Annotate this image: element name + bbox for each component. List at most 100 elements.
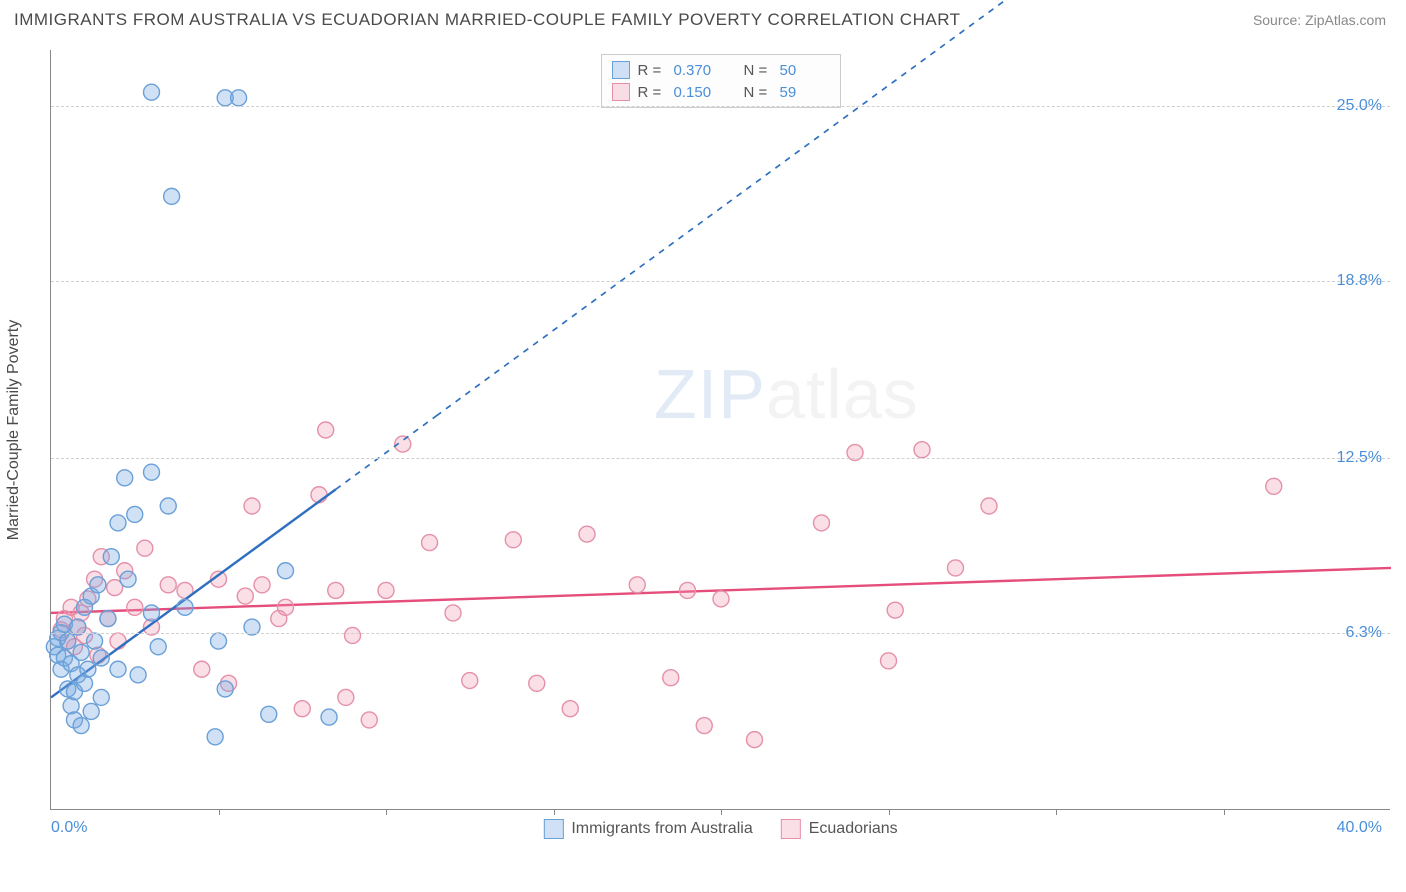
legend-r-value: 0.150: [674, 84, 724, 101]
data-point-b: [127, 599, 143, 615]
legend-r-value: 0.370: [674, 62, 724, 79]
legend-swatch: [781, 819, 801, 839]
data-point-a: [93, 650, 109, 666]
trend-line-dash2-a: [436, 0, 1391, 416]
data-point-b: [887, 602, 903, 618]
data-point-b: [345, 627, 361, 643]
data-point-b: [378, 582, 394, 598]
data-point-a: [110, 515, 126, 531]
data-point-b: [422, 535, 438, 551]
data-point-b: [278, 599, 294, 615]
y-tick-label: 25.0%: [1337, 97, 1382, 115]
data-point-b: [529, 675, 545, 691]
data-point-a: [150, 639, 166, 655]
legend-n-label: N =: [744, 84, 772, 101]
data-point-a: [77, 675, 93, 691]
data-point-b: [244, 498, 260, 514]
data-point-b: [361, 712, 377, 728]
legend-r-label: R =: [638, 84, 666, 101]
legend-n-label: N =: [744, 62, 772, 79]
legend-corr-row: R = 0.370 N = 50: [612, 59, 830, 81]
y-axis-label: Married-Couple Family Poverty: [5, 320, 23, 541]
gridline: [51, 633, 1390, 634]
x-tick: [889, 809, 890, 815]
x-tick: [219, 809, 220, 815]
data-point-a: [321, 709, 337, 725]
data-point-a: [73, 644, 89, 660]
data-point-a: [144, 464, 160, 480]
data-point-b: [1266, 478, 1282, 494]
data-point-a: [217, 681, 233, 697]
data-point-b: [629, 577, 645, 593]
legend-swatch: [543, 819, 563, 839]
data-point-b: [881, 653, 897, 669]
data-point-b: [981, 498, 997, 514]
trend-line-dash-a: [336, 416, 437, 489]
x-tick: [554, 809, 555, 815]
x-tick: [721, 809, 722, 815]
data-point-a: [177, 599, 193, 615]
data-point-b: [110, 633, 126, 649]
data-point-a: [127, 506, 143, 522]
legend-corr-row: R =0.150N =59: [612, 81, 830, 103]
data-point-b: [814, 515, 830, 531]
data-point-a: [144, 84, 160, 100]
gridline: [51, 106, 1390, 107]
chart-svg: [51, 50, 1390, 809]
x-tick: [386, 809, 387, 815]
legend-r-label: R =: [638, 62, 666, 79]
data-point-b: [948, 560, 964, 576]
data-point-a: [160, 498, 176, 514]
data-point-b: [445, 605, 461, 621]
data-point-a: [93, 689, 109, 705]
data-point-b: [747, 732, 763, 748]
x-tick: [1056, 809, 1057, 815]
y-tick-label: 18.8%: [1337, 272, 1382, 290]
data-point-b: [328, 582, 344, 598]
data-point-a: [207, 729, 223, 745]
data-point-b: [237, 588, 253, 604]
legend-label: Immigrants from Australia: [571, 820, 752, 838]
data-point-a: [278, 563, 294, 579]
legend-item: Immigrants from Australia: [543, 819, 752, 839]
data-point-b: [696, 718, 712, 734]
data-point-b: [137, 540, 153, 556]
x-axis-max-label: 40.0%: [1337, 819, 1382, 837]
legend-label: Ecuadorians: [809, 820, 898, 838]
x-tick: [1224, 809, 1225, 815]
data-point-b: [318, 422, 334, 438]
legend-series: Immigrants from Australia Ecuadorians: [543, 819, 897, 839]
legend-swatch: [612, 61, 630, 79]
gridline: [51, 458, 1390, 459]
data-point-a: [164, 188, 180, 204]
data-point-a: [83, 703, 99, 719]
data-point-a: [144, 605, 160, 621]
data-point-a: [103, 549, 119, 565]
gridline: [51, 281, 1390, 282]
data-point-a: [120, 571, 136, 587]
legend-swatch: [612, 83, 630, 101]
source-label: Source: ZipAtlas.com: [1253, 12, 1386, 28]
y-tick-label: 12.5%: [1337, 449, 1382, 467]
data-point-b: [194, 661, 210, 677]
data-point-a: [261, 706, 277, 722]
data-point-b: [462, 673, 478, 689]
data-point-a: [80, 661, 96, 677]
plot-area: ZIPatlas R =0.370N =50R =0.150N =59 0.0%…: [50, 50, 1390, 810]
data-point-b: [914, 442, 930, 458]
x-axis-min-label: 0.0%: [51, 819, 87, 837]
legend-item: Ecuadorians: [781, 819, 898, 839]
legend-n-value: 50: [780, 62, 830, 79]
data-point-b: [663, 670, 679, 686]
data-point-a: [60, 633, 76, 649]
data-point-b: [562, 701, 578, 717]
data-point-b: [294, 701, 310, 717]
data-point-a: [117, 470, 133, 486]
data-point-a: [231, 90, 247, 106]
data-point-a: [87, 633, 103, 649]
data-point-b: [713, 591, 729, 607]
data-point-a: [110, 661, 126, 677]
data-point-a: [90, 577, 106, 593]
data-point-b: [254, 577, 270, 593]
chart-title: IMMIGRANTS FROM AUSTRALIA VS ECUADORIAN …: [14, 10, 961, 30]
